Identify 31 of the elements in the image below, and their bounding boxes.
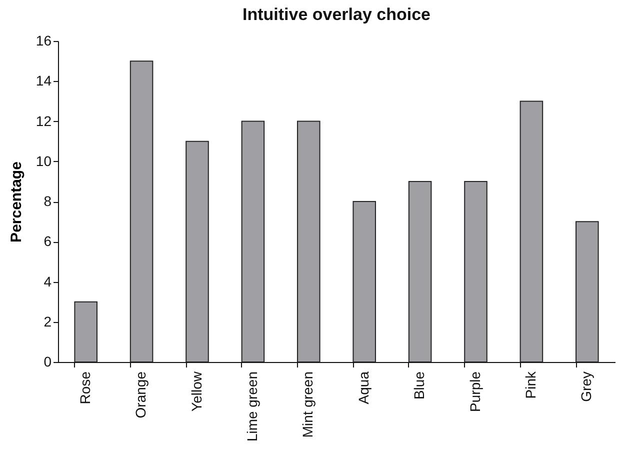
bar — [241, 120, 265, 362]
y-tick-label: 12 — [36, 112, 52, 129]
x-tick-label: Orange — [132, 371, 149, 418]
bar — [74, 301, 98, 362]
y-tick-label: 0 — [44, 354, 52, 370]
x-tick-label: Purple — [466, 371, 483, 412]
bar — [520, 100, 544, 362]
bar — [464, 180, 488, 362]
x-tick-label: Blue — [411, 371, 428, 400]
y-tick-label: 16 — [36, 32, 52, 48]
y-tick-label: 10 — [36, 152, 52, 169]
bar — [576, 221, 599, 362]
y-tick-label: 14 — [36, 72, 52, 89]
y-tick-label: 2 — [44, 313, 52, 330]
x-tick-label: Rose — [76, 371, 93, 404]
y-tick-label: 8 — [44, 193, 52, 209]
y-tick-label: 4 — [44, 273, 52, 290]
x-tick-label: Mint green — [300, 372, 316, 438]
chart-title: Intuitive overlay choice — [242, 5, 431, 24]
y-tick-label: 6 — [44, 233, 52, 250]
bar — [186, 140, 209, 362]
x-tick-label: Aqua — [355, 371, 372, 404]
x-tick-label: Lime green — [244, 372, 260, 442]
bar — [352, 201, 376, 362]
x-tick-label: Yellow — [188, 370, 204, 412]
bar — [408, 180, 432, 362]
bar — [297, 120, 320, 362]
y-axis-title: Percentage — [8, 162, 25, 242]
bar — [130, 60, 154, 362]
x-tick-label: Grey — [578, 372, 594, 402]
x-tick-label: Pink — [522, 370, 538, 399]
